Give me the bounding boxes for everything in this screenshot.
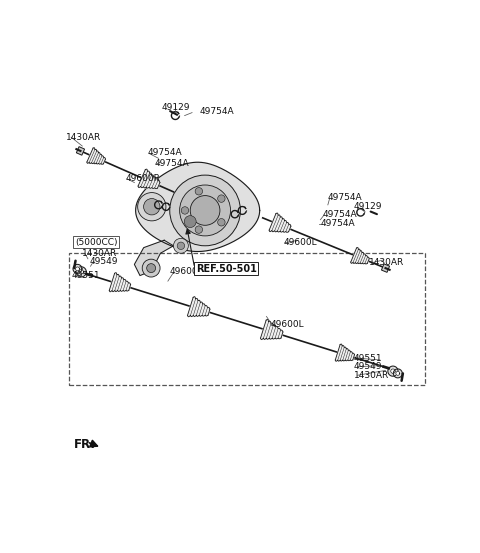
Text: (5000CC): (5000CC) <box>75 238 118 247</box>
Polygon shape <box>261 320 283 340</box>
Text: FR.: FR. <box>74 439 96 451</box>
Circle shape <box>190 196 220 225</box>
Circle shape <box>147 264 156 273</box>
Polygon shape <box>76 267 86 277</box>
Polygon shape <box>87 148 106 164</box>
Circle shape <box>195 187 203 195</box>
Polygon shape <box>134 240 173 275</box>
Polygon shape <box>138 169 160 189</box>
Circle shape <box>217 195 225 202</box>
Circle shape <box>195 226 203 233</box>
Polygon shape <box>75 267 79 271</box>
Text: 49754A: 49754A <box>200 107 234 116</box>
Circle shape <box>173 238 188 253</box>
Text: REF.50-501: REF.50-501 <box>196 264 257 274</box>
Circle shape <box>170 175 240 246</box>
Text: 49129: 49129 <box>161 102 190 112</box>
Circle shape <box>184 216 196 227</box>
Circle shape <box>217 218 225 226</box>
Polygon shape <box>336 344 354 361</box>
Polygon shape <box>351 248 369 264</box>
Text: 49600R: 49600R <box>125 174 160 184</box>
Circle shape <box>180 185 230 236</box>
Polygon shape <box>136 162 260 252</box>
Polygon shape <box>76 147 84 155</box>
Text: 49600L: 49600L <box>270 320 304 329</box>
Polygon shape <box>109 273 131 292</box>
Text: 49549: 49549 <box>90 257 118 266</box>
Polygon shape <box>393 369 402 378</box>
Circle shape <box>142 259 160 277</box>
Text: (5000CC): (5000CC) <box>75 238 118 247</box>
Text: 49754A: 49754A <box>147 148 182 157</box>
Text: 49549: 49549 <box>354 362 383 371</box>
Text: 49600R: 49600R <box>170 267 204 276</box>
Polygon shape <box>73 264 82 273</box>
Circle shape <box>144 199 160 215</box>
Polygon shape <box>382 264 390 272</box>
Circle shape <box>138 192 166 221</box>
Polygon shape <box>388 366 398 376</box>
Polygon shape <box>188 297 210 317</box>
Text: 49754A: 49754A <box>155 159 190 169</box>
Polygon shape <box>269 213 291 232</box>
Text: 1430AR: 1430AR <box>369 258 404 267</box>
Circle shape <box>177 242 185 249</box>
Text: 49551: 49551 <box>354 353 383 363</box>
Polygon shape <box>79 270 84 274</box>
Text: 1430AR: 1430AR <box>66 133 101 142</box>
Polygon shape <box>396 372 400 375</box>
Text: 1430AR: 1430AR <box>354 371 389 380</box>
Polygon shape <box>391 369 395 373</box>
Text: 49754A: 49754A <box>321 219 355 228</box>
Text: 49129: 49129 <box>354 202 383 211</box>
Text: 1430AR: 1430AR <box>83 249 118 258</box>
Text: 49754A: 49754A <box>322 210 357 218</box>
Text: 49551: 49551 <box>71 271 100 280</box>
Text: 49754A: 49754A <box>328 193 362 202</box>
Circle shape <box>181 207 189 214</box>
Text: 49600L: 49600L <box>283 238 317 247</box>
